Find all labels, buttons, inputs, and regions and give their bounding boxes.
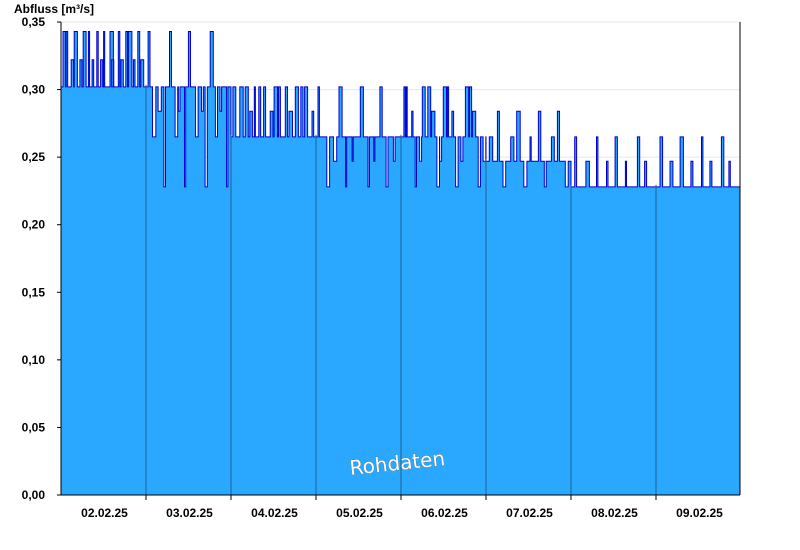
y-tick-label-3: 0,15 <box>22 285 46 299</box>
y-axis-label: Abfluss [m³/s] <box>14 2 94 16</box>
x-tick-label-6: 08.02.25 <box>591 506 638 520</box>
y-tick-label-4: 0,20 <box>22 218 46 232</box>
x-tick-label-4: 06.02.25 <box>421 506 468 520</box>
y-tick-label-1: 0,05 <box>22 420 46 434</box>
series-line <box>60 31 740 188</box>
y-tick-labels: 0,00 0,05 0,10 0,15 0,20 0,25 0,30 0,35 <box>22 15 46 502</box>
y-tick-label-0: 0,00 <box>22 488 46 502</box>
x-tick-label-7: 09.02.25 <box>676 506 723 520</box>
x-tick-label-3: 05.02.25 <box>336 506 383 520</box>
axes <box>57 21 741 500</box>
x-tick-label-1: 03.02.25 <box>166 506 213 520</box>
x-tick-label-5: 07.02.25 <box>506 506 553 520</box>
y-tick-label-5: 0,25 <box>22 150 46 164</box>
x-tick-label-0: 02.02.25 <box>81 506 128 520</box>
y-tick-label-6: 0,30 <box>22 83 46 97</box>
y-tick-label-7: 0,35 <box>22 15 46 29</box>
x-tick-labels: 02.02.25 03.02.25 04.02.25 05.02.25 06.02.25… <box>81 506 723 520</box>
day-separators <box>145 84 657 495</box>
y-tick-label-2: 0,10 <box>22 353 46 367</box>
x-tick-label-2: 04.02.25 <box>251 506 298 520</box>
